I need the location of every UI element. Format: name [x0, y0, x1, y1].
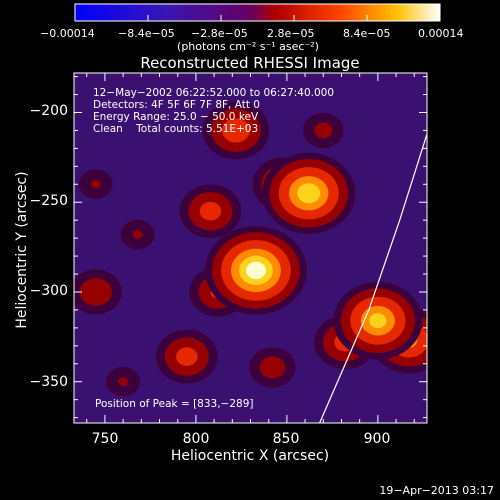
heatmap-blob	[222, 118, 250, 143]
heatmap-blob	[90, 180, 101, 189]
y-tick-label-250: −250	[30, 193, 68, 209]
colorbar-tick-label-4: 8.4e−05	[343, 27, 390, 40]
axis-ticks	[74, 73, 427, 423]
heatmap-blob	[132, 230, 143, 239]
footer-date: 19−Apr−2013 03:17	[379, 484, 494, 497]
colorbar-tick-label-1: −8.4e−05	[118, 27, 175, 40]
annotation-detectors: Detectors: 4F 5F 6F 7F 8F, Att 0	[93, 99, 260, 111]
x-tick-label-900: 900	[364, 431, 391, 447]
x-tick-label-800: 800	[183, 431, 210, 447]
x-tick-label-850: 850	[273, 431, 300, 447]
annotation-clean-counts: Clean Total counts: 5.51E+03	[93, 123, 258, 135]
colorbar-tick-label-2: −2.8e−05	[191, 27, 248, 40]
heatmap-blob	[199, 201, 222, 221]
y-tick-label-200: −200	[30, 103, 68, 119]
heatmap-blob	[176, 347, 198, 366]
solar-limb-curve	[319, 133, 427, 423]
heatmap-blob	[79, 277, 112, 307]
y-axis-label: Heliocentric Y (arcsec)	[14, 171, 30, 328]
heatmap-blob	[245, 261, 266, 280]
y-tick-label-350: −350	[30, 374, 68, 390]
heatmap-blob	[259, 356, 286, 379]
annotation-time-range: 12−May−2002 06:22:52.000 to 06:27:40.000	[93, 87, 334, 99]
colorbar-ticks	[74, 15, 441, 21]
y-tick-label-300: −300	[30, 283, 68, 299]
colorbar-tick-label-5: 0.00014	[418, 27, 464, 40]
colorbar-tick-label-0: −0.00014	[40, 27, 95, 40]
x-tick-label-750: 750	[92, 431, 119, 447]
heatmap-blob	[314, 122, 333, 139]
x-axis-label: Heliocentric X (arcsec)	[171, 448, 329, 464]
colorbar-unit-label: (photons cm⁻² s⁻¹ asec⁻²)	[177, 40, 319, 53]
heatmap-blob	[297, 183, 321, 204]
annotation-energy-range: Energy Range: 25.0 − 50.0 keV	[93, 111, 259, 123]
peak-position-label: Position of Peak = [833,−289]	[95, 398, 254, 410]
colorbar	[74, 3, 441, 22]
heatmap-blob	[118, 377, 128, 386]
colorbar-tick-label-3: 2.8e−05	[267, 27, 314, 40]
chart-title: Reconstructed RHESSI Image	[140, 54, 359, 72]
heatmap-blob	[369, 313, 387, 329]
